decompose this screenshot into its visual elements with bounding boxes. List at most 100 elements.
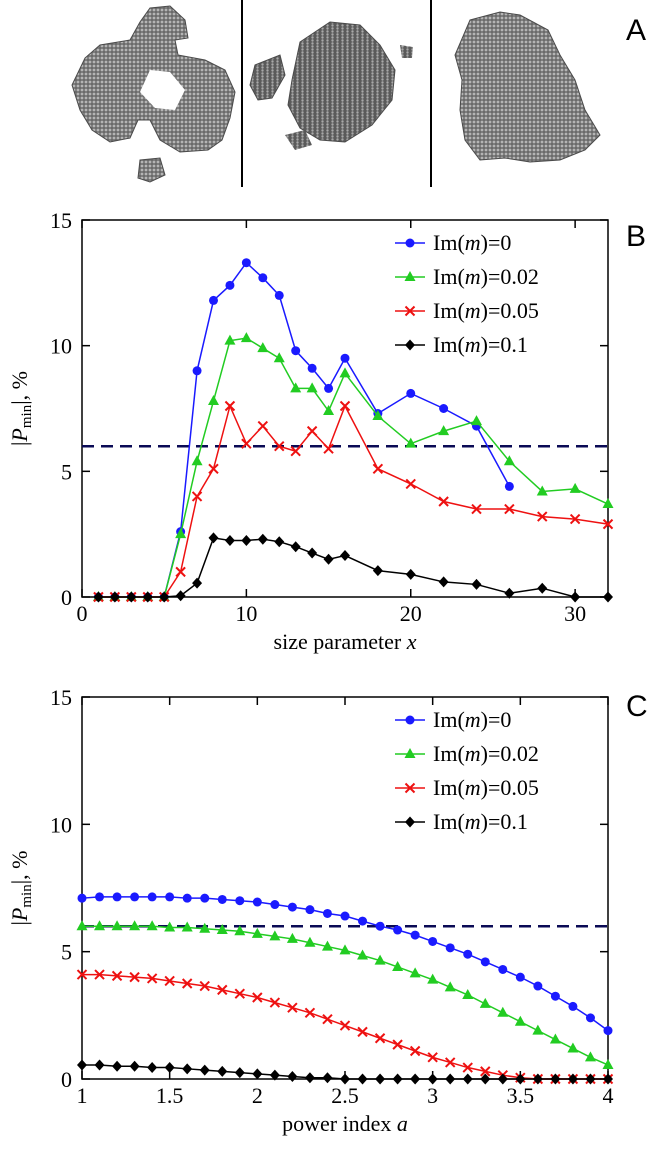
data-point (514, 1015, 526, 1026)
data-point (304, 936, 316, 947)
data-point (257, 533, 268, 545)
data-point (159, 591, 170, 603)
data-point (129, 920, 141, 931)
data-point (584, 1051, 596, 1062)
data-point (252, 992, 263, 1003)
data-point (324, 383, 334, 393)
series-2 (76, 969, 614, 1085)
data-point (306, 425, 318, 437)
data-point (372, 565, 383, 577)
data-point (480, 957, 490, 967)
data-point (181, 978, 193, 989)
data-point (340, 353, 350, 363)
y-tick-label: 0 (61, 1067, 72, 1092)
data-point (393, 925, 403, 935)
series-1 (76, 920, 614, 1069)
panel-label-c: C (626, 690, 648, 723)
data-point (146, 920, 158, 931)
x-tick-label: 2 (252, 1083, 263, 1108)
data-point (217, 984, 228, 996)
data-point (109, 591, 120, 603)
data-point (532, 1024, 544, 1035)
data-point (406, 388, 416, 398)
series-3 (93, 532, 613, 603)
chart-power-index: 1 1.5 2 2.5 3 3.5 4051015Im(m)=0Im(m)=0.02Im(m… (7, 685, 614, 1136)
data-point (241, 438, 252, 449)
data-point (567, 1042, 579, 1053)
legend-label: Im(m)=0.1 (433, 332, 528, 357)
y-axis-label: |Pmin|, % (7, 851, 35, 926)
data-point (602, 1058, 614, 1069)
particle-3 (454, 11, 601, 163)
data-point (216, 924, 228, 935)
data-point (224, 534, 235, 546)
data-point (321, 940, 333, 951)
data-point (94, 920, 106, 931)
legend-marker (405, 339, 415, 351)
legend-marker (404, 782, 416, 794)
data-point (111, 920, 123, 931)
data-point (536, 485, 548, 496)
data-point (322, 1072, 333, 1084)
data-point (240, 332, 252, 343)
data-point (234, 925, 246, 936)
data-point (241, 534, 252, 546)
data-point (374, 1033, 386, 1044)
data-point (307, 363, 317, 373)
data-point (252, 1068, 263, 1080)
data-point (76, 969, 88, 980)
data-point (269, 930, 281, 941)
x-tick-label: 3.5 (507, 1083, 535, 1108)
data-point (392, 960, 404, 971)
data-point (77, 1059, 87, 1071)
data-point (94, 1059, 105, 1071)
data-point (427, 1073, 438, 1085)
chart-size-parameter: 0 10 20 30 0 5 10 15 Im(m)=0 Im(m)=0.02 Im(m)=0.05… (7, 208, 614, 654)
data-point (164, 975, 175, 987)
data-point (471, 578, 482, 590)
data-point (585, 1073, 596, 1085)
particle-shapes (71, 0, 601, 187)
data-point (199, 922, 211, 933)
data-point (603, 1073, 613, 1085)
data-point (307, 547, 318, 559)
data-point (439, 404, 449, 413)
data-point (444, 981, 456, 992)
data-point (200, 893, 210, 903)
data-point (126, 591, 137, 603)
data-point (532, 1073, 543, 1085)
data-point (462, 1062, 473, 1073)
data-point (225, 280, 235, 290)
data-point (392, 1073, 403, 1085)
series-line (98, 537, 608, 598)
data-point (147, 892, 157, 902)
data-point (323, 443, 334, 454)
data-point (374, 954, 386, 965)
x-tick-label: 4 (603, 1083, 614, 1108)
data-point (130, 892, 140, 902)
y-tick-label: 15 (50, 208, 72, 233)
data-point (191, 491, 203, 502)
data-point (287, 1002, 298, 1013)
data-point (603, 1026, 613, 1036)
y-tick-label: 0 (61, 585, 72, 610)
data-point (304, 1072, 315, 1084)
y-tick-label: 5 (61, 459, 72, 484)
data-point (270, 900, 280, 910)
particle-2 (249, 21, 413, 150)
data-point (322, 1013, 333, 1025)
legend: Im(m)=0 Im(m)=0.02 Im(m)=0.05 Im(m)=0.1 (395, 230, 539, 357)
data-point (273, 352, 285, 363)
data-point (438, 496, 449, 507)
data-point (175, 590, 186, 602)
data-point (410, 1073, 421, 1085)
data-point (479, 997, 491, 1008)
data-point (570, 591, 581, 603)
data-point (208, 463, 219, 475)
data-point (291, 346, 301, 356)
series-0 (77, 892, 613, 1036)
data-point (208, 394, 219, 405)
data-point (290, 446, 301, 457)
data-point (199, 980, 210, 992)
data-point (182, 1063, 193, 1075)
